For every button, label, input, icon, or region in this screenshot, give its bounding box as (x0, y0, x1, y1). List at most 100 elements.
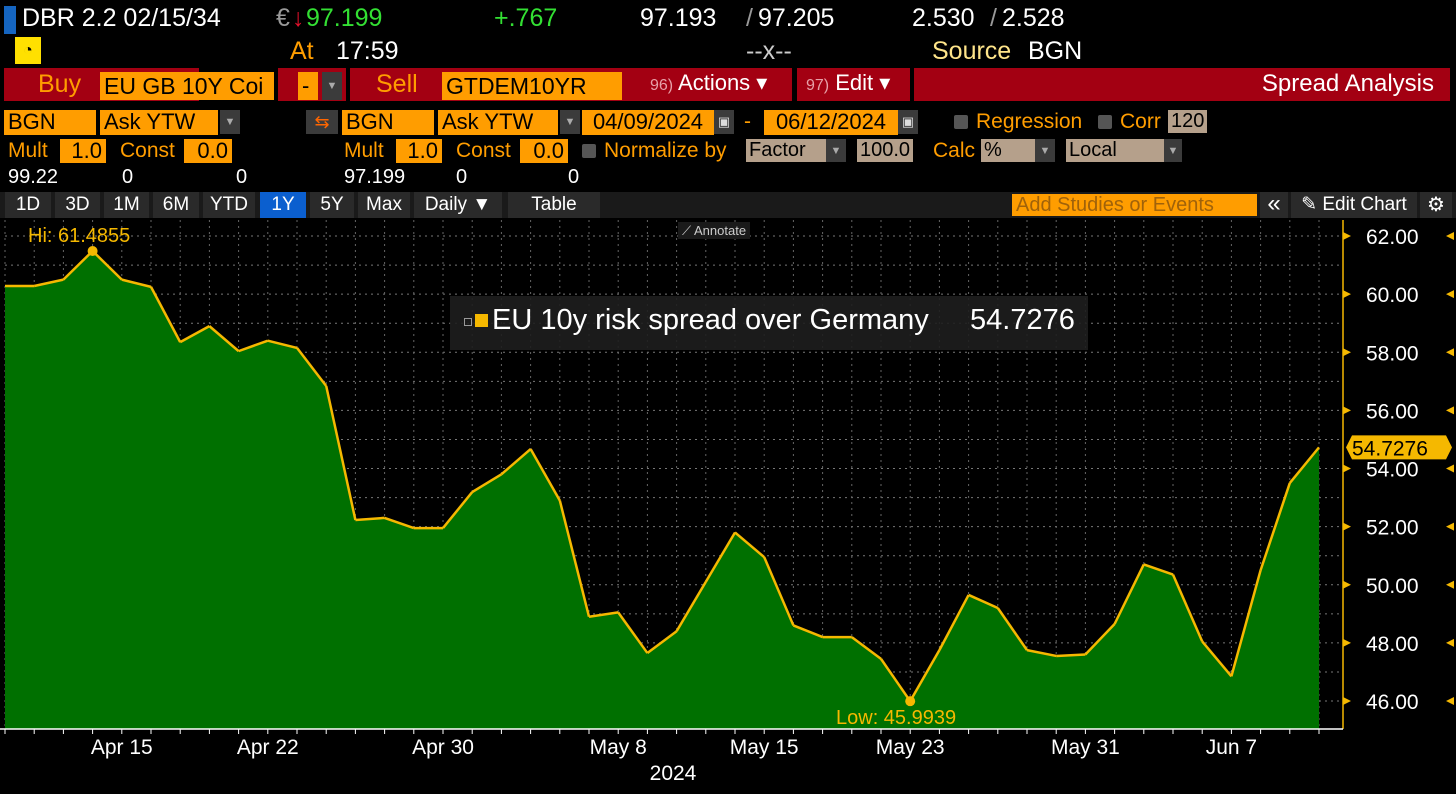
y-tick-label: 54.00 (1366, 459, 1419, 482)
legend: EU 10y risk spread over Germany 54.7276 (450, 296, 1088, 350)
bid-yield: 2.530 (912, 4, 975, 32)
series-segment (179, 325, 211, 344)
legend-toggle-icon[interactable] (464, 318, 472, 326)
series-segment (704, 531, 737, 583)
source-label: Source (932, 37, 1012, 65)
title-section (914, 68, 1450, 101)
tab-1d[interactable]: 1D (5, 192, 51, 218)
edit-button[interactable]: 97) Edit ▾ (806, 70, 890, 96)
x-tick-label: Apr 15 (91, 736, 153, 759)
right-field-dropdown-icon[interactable]: ▼ (560, 110, 580, 134)
left-field-select[interactable]: Ask YTW (100, 110, 218, 135)
bid-price: 97.193 (640, 4, 717, 32)
tab-table[interactable]: Table (508, 192, 600, 218)
right-const-input[interactable]: 0.0 (520, 139, 568, 163)
left-field-dropdown-icon[interactable]: ▼ (220, 110, 240, 134)
calendar-icon[interactable]: ▣ (714, 110, 734, 134)
buy-label: Buy (38, 70, 82, 98)
left-source-input[interactable]: BGN (4, 110, 96, 135)
left-const-input[interactable]: 0.0 (184, 139, 232, 163)
currency: € (276, 4, 290, 32)
y-tick-mark (1343, 290, 1351, 299)
tab-3d[interactable]: 3D (55, 192, 100, 218)
source: BGN (1028, 37, 1083, 65)
gauge-icon[interactable]: ◔ (15, 37, 41, 64)
series-segment (792, 624, 824, 639)
tab-daily[interactable]: Daily ▼ (414, 192, 502, 218)
low-label: Low: 45.9939 (836, 707, 956, 729)
date-separator: - (744, 110, 751, 133)
series-segment (1113, 563, 1145, 625)
tab-6m[interactable]: 6M (153, 192, 199, 218)
operator-dropdown-icon[interactable]: ▼ (322, 72, 342, 100)
x-tick-label: Apr 30 (412, 736, 474, 759)
regression-checkbox[interactable] (954, 115, 968, 129)
edit-chart-button[interactable]: ✎ Edit Chart (1291, 192, 1417, 218)
series-segment (909, 649, 941, 702)
series-segment (529, 448, 561, 502)
tab-1m[interactable]: 1M (104, 192, 149, 218)
gear-icon[interactable]: ⚙ (1420, 192, 1452, 218)
operator-select[interactable]: - (298, 72, 318, 100)
tab-ytd[interactable]: YTD (203, 192, 255, 218)
normalize-dropdown-icon[interactable]: ▼ (826, 139, 846, 162)
series-segment (617, 611, 649, 654)
ticker[interactable]: DBR 2.2 02/15/34 (22, 4, 221, 32)
series-segment (1259, 482, 1291, 571)
y-tick-mark (1446, 348, 1454, 357)
currency-dropdown-icon[interactable]: ▼ (1164, 139, 1182, 162)
actions-button[interactable]: 96) Actions ▾ (650, 70, 767, 96)
right-field-select[interactable]: Ask YTW (438, 110, 558, 135)
separator: / (746, 4, 753, 32)
y-tick-mark (1343, 522, 1351, 531)
left-mult-input[interactable]: 1.0 (60, 139, 106, 163)
collapse-button[interactable]: « (1260, 192, 1288, 218)
annotate-button[interactable]: ⟋ Annotate (678, 222, 751, 239)
tab-max[interactable]: Max (358, 192, 410, 218)
series-segment (996, 607, 1029, 651)
series-segment (1288, 446, 1320, 484)
right-mult-input[interactable]: 1.0 (396, 139, 442, 163)
series-segment (1201, 640, 1233, 678)
normalize-checkbox[interactable] (582, 144, 596, 158)
add-studies-input[interactable]: Add Studies or Events (1012, 194, 1257, 216)
y-tick-label: 48.00 (1366, 633, 1419, 656)
series-segment (500, 448, 532, 476)
end-date-input[interactable]: 06/12/2024 (764, 110, 898, 135)
last-price: 97.199 (306, 4, 383, 32)
tab-1y[interactable]: 1Y (260, 192, 306, 218)
y-tick-label: 60.00 (1366, 284, 1419, 307)
last-value-badge (1346, 435, 1452, 460)
x-tick-label: May 15 (730, 736, 799, 759)
legend-label: EU 10y risk spread over Germany (492, 304, 929, 336)
calendar-icon[interactable]: ▣ (898, 110, 918, 134)
series-segment (588, 611, 619, 618)
calc-select[interactable]: % (981, 139, 1035, 162)
y-tick-mark (1446, 464, 1454, 473)
sell-security-input[interactable]: GTDEM10YR Co (442, 72, 622, 100)
buy-security-input[interactable]: EU GB 10Y Coi (100, 72, 274, 100)
series-segment (267, 339, 298, 350)
calc-dropdown-icon[interactable]: ▼ (1035, 139, 1055, 162)
high-label: Hi: 61.4855 (28, 225, 130, 247)
edit-section (797, 68, 910, 101)
right-source-input[interactable]: BGN (342, 110, 434, 135)
currency-select[interactable]: Local CCY (1066, 139, 1164, 184)
normalize-select[interactable]: Factor (746, 139, 826, 162)
low-marker (905, 696, 916, 707)
left-value: 0 (236, 166, 248, 188)
y-tick-mark (1446, 638, 1454, 647)
swap-icon[interactable]: ⇆ (306, 110, 338, 134)
series-segment (355, 516, 385, 522)
corr-checkbox[interactable] (1098, 115, 1112, 129)
start-date-input[interactable]: 04/09/2024 (582, 110, 714, 135)
edit-number: 97) (806, 77, 830, 94)
tab-5y[interactable]: 5Y (310, 192, 354, 218)
factor-input[interactable]: 100.0 (857, 139, 914, 162)
legend-value: 54.7276 (970, 304, 1075, 336)
series-segment (763, 556, 795, 626)
y-tick-label: 58.00 (1366, 342, 1419, 365)
corr-input[interactable]: 120 (1168, 110, 1208, 133)
y-tick-mark (1446, 290, 1454, 299)
